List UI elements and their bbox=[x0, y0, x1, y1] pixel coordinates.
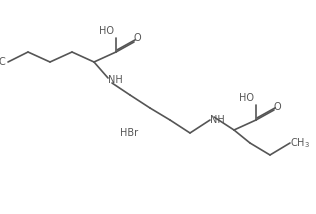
Text: CH$_3$: CH$_3$ bbox=[290, 136, 310, 150]
Text: HO: HO bbox=[239, 93, 254, 103]
Text: HO: HO bbox=[99, 26, 114, 36]
Text: NH: NH bbox=[108, 75, 123, 85]
Text: O: O bbox=[274, 102, 282, 112]
Text: O: O bbox=[134, 33, 142, 43]
Text: HBr: HBr bbox=[120, 128, 138, 138]
Text: H$_3$C: H$_3$C bbox=[0, 55, 6, 69]
Text: NH: NH bbox=[210, 115, 225, 125]
